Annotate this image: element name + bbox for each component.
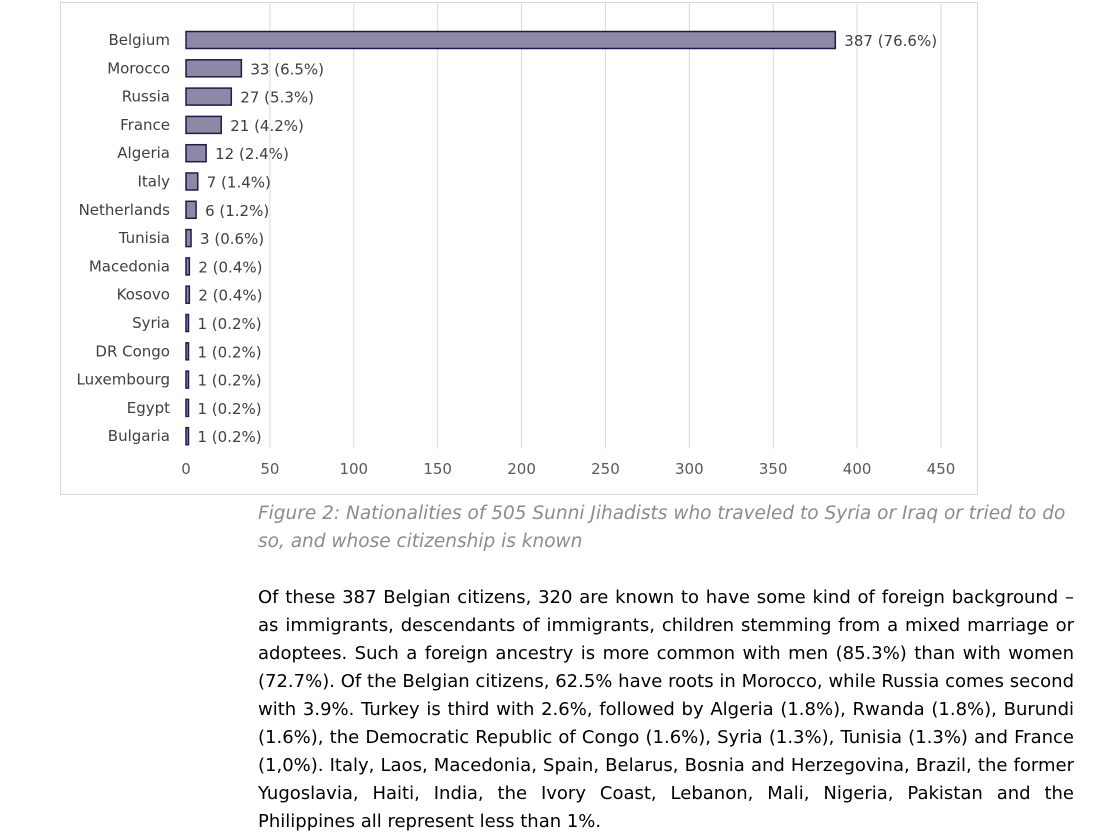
grid-layer (269, 3, 942, 449)
bar-kosovo (185, 285, 191, 304)
data-label: 7 (1.4%) (207, 174, 271, 192)
data-label: 12 (2.4%) (215, 145, 289, 163)
data-label: 3 (0.6%) (200, 230, 264, 248)
category-label: Algeria (117, 144, 170, 162)
category-label: Belgium (109, 31, 171, 49)
data-label: 1 (0.2%) (198, 400, 262, 418)
data-label: 2 (0.4%) (198, 287, 262, 305)
bar-tunisia (185, 228, 192, 248)
label-layer: Belgium 387 (76.6%) Morocco 33 (6.5%) Russia… (77, 31, 938, 446)
category-label: Bulgaria (108, 427, 170, 445)
x-tick-label: 300 (675, 460, 704, 478)
bar-layer (185, 30, 837, 446)
data-label: 387 (76.6%) (844, 32, 937, 50)
data-label: 1 (0.2%) (198, 343, 262, 361)
data-label: 1 (0.2%) (198, 428, 262, 446)
category-label: Russia (122, 88, 170, 106)
bar-france (185, 115, 222, 135)
bar-russia (185, 87, 233, 106)
data-label: 2 (0.4%) (198, 258, 262, 276)
bar-luxembourg (185, 370, 190, 389)
x-tick-label: 50 (260, 460, 279, 478)
bar-belgium (185, 30, 837, 50)
x-tick-label: 200 (507, 460, 536, 478)
nationalities-bar-chart: Belgium 387 (76.6%) Morocco 33 (6.5%) Russia… (77, 3, 955, 478)
body-paragraph: Of these 387 Belgian citizens, 320 are k… (258, 587, 1074, 832)
category-label: Morocco (107, 59, 170, 77)
bar-dr-congo (185, 342, 190, 361)
data-label: 6 (1.2%) (205, 202, 269, 220)
bar-morocco (185, 59, 243, 78)
bar-syria (185, 313, 190, 333)
figure-caption: Figure 2: Nationalities of 505 Sunni Jih… (258, 503, 1066, 552)
chart-frame: Belgium 387 (76.6%) Morocco 33 (6.5%) Russia… (60, 2, 978, 495)
category-label: Kosovo (117, 286, 170, 304)
x-tick-label: 450 (927, 460, 956, 478)
category-label: Luxembourg (77, 371, 171, 389)
bar-bulgaria (185, 426, 190, 446)
data-label: 21 (4.2%) (230, 117, 304, 135)
x-tick-label: 250 (591, 460, 620, 478)
x-tick-label: 150 (423, 460, 452, 478)
data-label: 1 (0.2%) (198, 372, 262, 390)
category-label: Italy (137, 173, 170, 191)
bar-macedonia (185, 257, 191, 276)
category-label: Tunisia (118, 229, 170, 247)
x-tick-label: 350 (759, 460, 788, 478)
bar-italy (185, 172, 199, 191)
category-label: DR Congo (95, 342, 170, 360)
x-tick-label: 0 (181, 460, 191, 478)
x-tick-label: 400 (843, 460, 872, 478)
category-label: Macedonia (89, 257, 170, 275)
bar-egypt (185, 398, 190, 418)
category-label: Egypt (127, 399, 170, 417)
category-label: France (120, 116, 170, 134)
data-label: 1 (0.2%) (198, 315, 262, 333)
x-axis-ticks: 0 50 100 150 200 250 300 350 400 450 (181, 460, 955, 478)
x-tick-label: 100 (339, 460, 368, 478)
data-label: 33 (6.5%) (250, 60, 324, 78)
category-label: Syria (132, 314, 170, 332)
bar-netherlands (185, 200, 197, 220)
data-label: 27 (5.3%) (240, 89, 314, 107)
bar-algeria (185, 143, 207, 163)
category-label: Netherlands (79, 201, 171, 219)
